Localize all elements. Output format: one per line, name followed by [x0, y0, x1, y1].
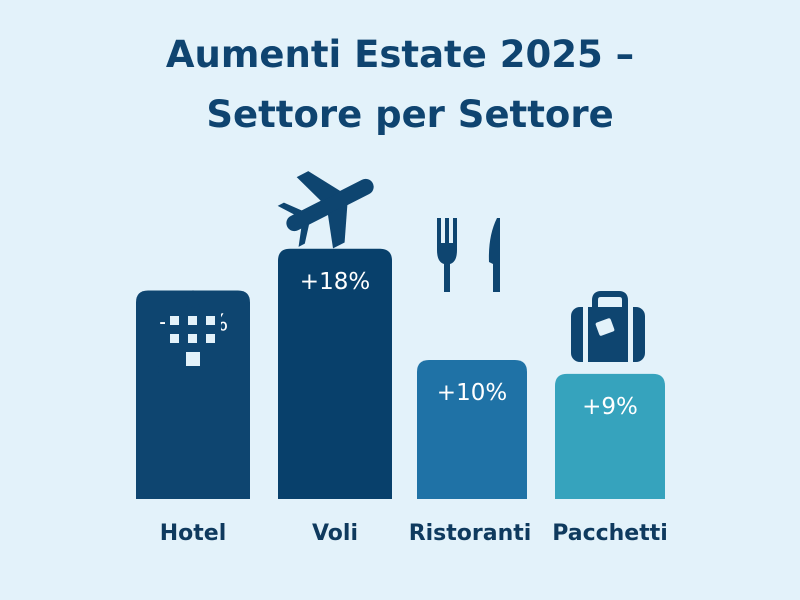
airplane-icon [277, 171, 374, 249]
data-label-pacchetti: +9% [582, 394, 638, 420]
bar-voli [278, 248, 392, 499]
category-labels: Hotel Voli Ristoranti Pacchetti [160, 521, 668, 546]
bar-pacchetti [555, 373, 665, 499]
data-label-ristoranti: +10% [437, 380, 507, 406]
fork-knife-icon [437, 218, 500, 292]
category-label-ristoranti: Ristoranti [409, 521, 532, 546]
chart-title-line-1: Aumenti Estate 2025 – [166, 33, 634, 76]
chart-title-line-2: Settore per Settore [206, 93, 613, 136]
category-label-pacchetti: Pacchetti [552, 521, 668, 546]
category-label-hotel: Hotel [160, 521, 227, 546]
bars [136, 248, 665, 499]
data-label-voli: +18% [300, 269, 370, 295]
chart-title: Aumenti Estate 2025 – Settore per Settor… [166, 33, 634, 136]
hotel-icon [158, 290, 228, 373]
suitcase-icon [571, 291, 645, 362]
bar-ristoranti [417, 360, 527, 499]
category-label-voli: Voli [312, 521, 358, 546]
bar-hotel [136, 290, 250, 499]
